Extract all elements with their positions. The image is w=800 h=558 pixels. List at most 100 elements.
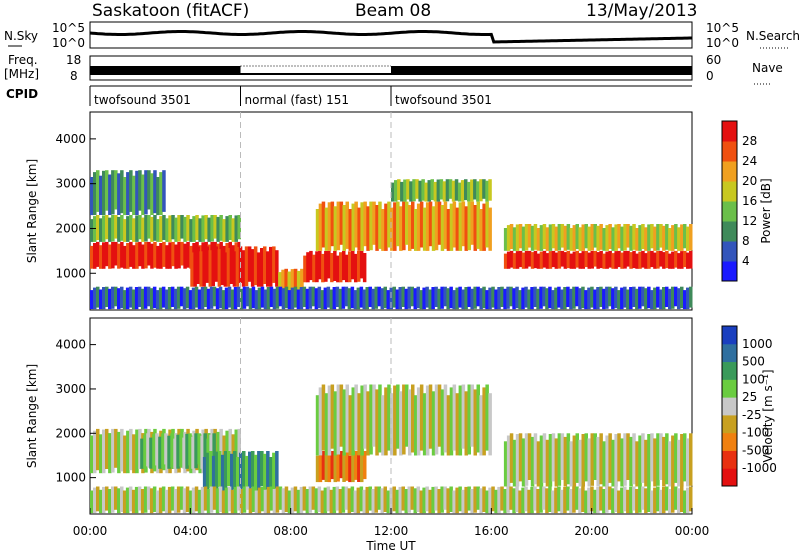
scatter-cell	[248, 488, 253, 514]
scatter-cell	[134, 486, 139, 514]
scatter-cell	[333, 391, 338, 456]
scatter-cell	[248, 451, 252, 491]
scatter-cell	[164, 433, 168, 465]
scatter-cell	[390, 207, 394, 251]
scatter-cell	[386, 290, 390, 310]
scatter-cell	[521, 287, 525, 310]
scatter-cell	[683, 290, 687, 310]
scatter-cell	[623, 486, 627, 512]
scatter-cell	[593, 433, 597, 480]
scatter-cell	[476, 181, 480, 202]
velocity-ylabel: Slant Range [km]	[25, 364, 39, 468]
scatter-cell	[662, 252, 666, 269]
scatter-cell	[521, 487, 525, 514]
scatter-cell	[605, 251, 609, 269]
scatter-cell	[356, 487, 361, 514]
scatter-cell	[342, 250, 346, 281]
scatter-cell	[584, 290, 588, 310]
scatter-cell	[330, 201, 335, 247]
scatter-cell	[128, 286, 133, 308]
scatter-cell	[141, 174, 145, 215]
scatter-cell	[241, 250, 246, 287]
scatter-cell	[482, 179, 486, 199]
scatter-cell	[183, 243, 187, 269]
velocity-colorbar-label: Velocity [m s⁻¹]	[761, 369, 775, 462]
scatter-cell	[569, 288, 573, 310]
colorbar-swatch	[722, 397, 737, 416]
scatter-cell	[683, 224, 687, 249]
scatter-cell	[530, 252, 535, 269]
scatter-cell	[380, 488, 384, 514]
scatter-cell	[674, 224, 678, 249]
scatter-cell	[120, 286, 124, 309]
scatter-cell	[386, 490, 390, 514]
scatter-cell	[533, 250, 538, 269]
scatter-cell	[451, 180, 456, 202]
scatter-cell	[138, 215, 142, 240]
scatter-cell	[173, 489, 178, 514]
scatter-cell	[227, 486, 232, 512]
scatter-cell	[329, 489, 334, 514]
scatter-cell	[213, 215, 217, 239]
scatter-cell	[260, 451, 264, 486]
scatter-cell	[278, 272, 282, 292]
scatter-cell	[366, 206, 370, 251]
scatter-cell	[108, 433, 112, 474]
scatter-cell	[479, 179, 483, 202]
scatter-cell	[348, 455, 352, 483]
scatter-cell	[581, 434, 585, 487]
scatter-cell	[377, 486, 381, 510]
scatter-cell	[162, 241, 166, 267]
scatter-cell	[509, 286, 513, 307]
scatter-cell	[108, 288, 112, 310]
scatter-cell	[123, 435, 127, 474]
x-tick-label: 12:00	[374, 524, 409, 538]
scatter-cell	[638, 435, 642, 487]
scatter-cell	[410, 286, 414, 307]
scatter-cell	[578, 288, 582, 310]
scatter-cell	[158, 436, 162, 469]
scatter-cell	[449, 387, 454, 456]
scatter-cell	[330, 253, 334, 283]
scatter-cell	[683, 490, 687, 514]
scatter-cell	[162, 170, 166, 212]
scatter-cell	[623, 250, 627, 269]
scatter-cell	[363, 201, 367, 247]
scatter-cell	[638, 486, 642, 513]
scatter-cell	[422, 393, 427, 456]
scatter-cell	[236, 286, 241, 307]
scatter-cell	[369, 201, 373, 251]
scatter-cell	[653, 252, 657, 269]
scatter-cell	[359, 286, 364, 308]
scatter-cell	[90, 490, 94, 514]
scatter-cell	[602, 288, 606, 310]
scatter-cell	[102, 486, 106, 514]
power-heatmap	[90, 112, 693, 310]
scatter-cell	[173, 288, 178, 310]
scatter-cell	[671, 486, 675, 513]
scatter-cell	[428, 489, 432, 514]
scatter-cell	[108, 217, 112, 242]
scatter-cell	[503, 489, 507, 514]
scatter-cell	[146, 433, 150, 467]
scatter-cell	[171, 215, 175, 240]
scatter-cell	[578, 253, 582, 269]
scatter-cell	[611, 253, 615, 269]
scatter-cell	[387, 201, 391, 248]
scatter-cell	[442, 181, 447, 202]
scatter-cell	[584, 250, 588, 268]
scatter-cell	[602, 228, 606, 251]
scatter-cell	[135, 215, 139, 242]
scatter-cell	[93, 243, 97, 269]
scatter-cell	[164, 489, 169, 514]
nsky-tick-high: 10^5	[52, 21, 85, 35]
scatter-cell	[167, 287, 172, 310]
scatter-cell	[602, 441, 606, 487]
cpid-segment-label: normal (fast) 151	[245, 93, 349, 107]
x-tick-label: 00:00	[675, 524, 710, 538]
scatter-cell	[686, 252, 690, 269]
scatter-cell	[662, 486, 666, 514]
scatter-cell	[584, 433, 588, 482]
scatter-cell	[202, 457, 207, 491]
colorbar-tick-label: -500	[742, 443, 769, 457]
